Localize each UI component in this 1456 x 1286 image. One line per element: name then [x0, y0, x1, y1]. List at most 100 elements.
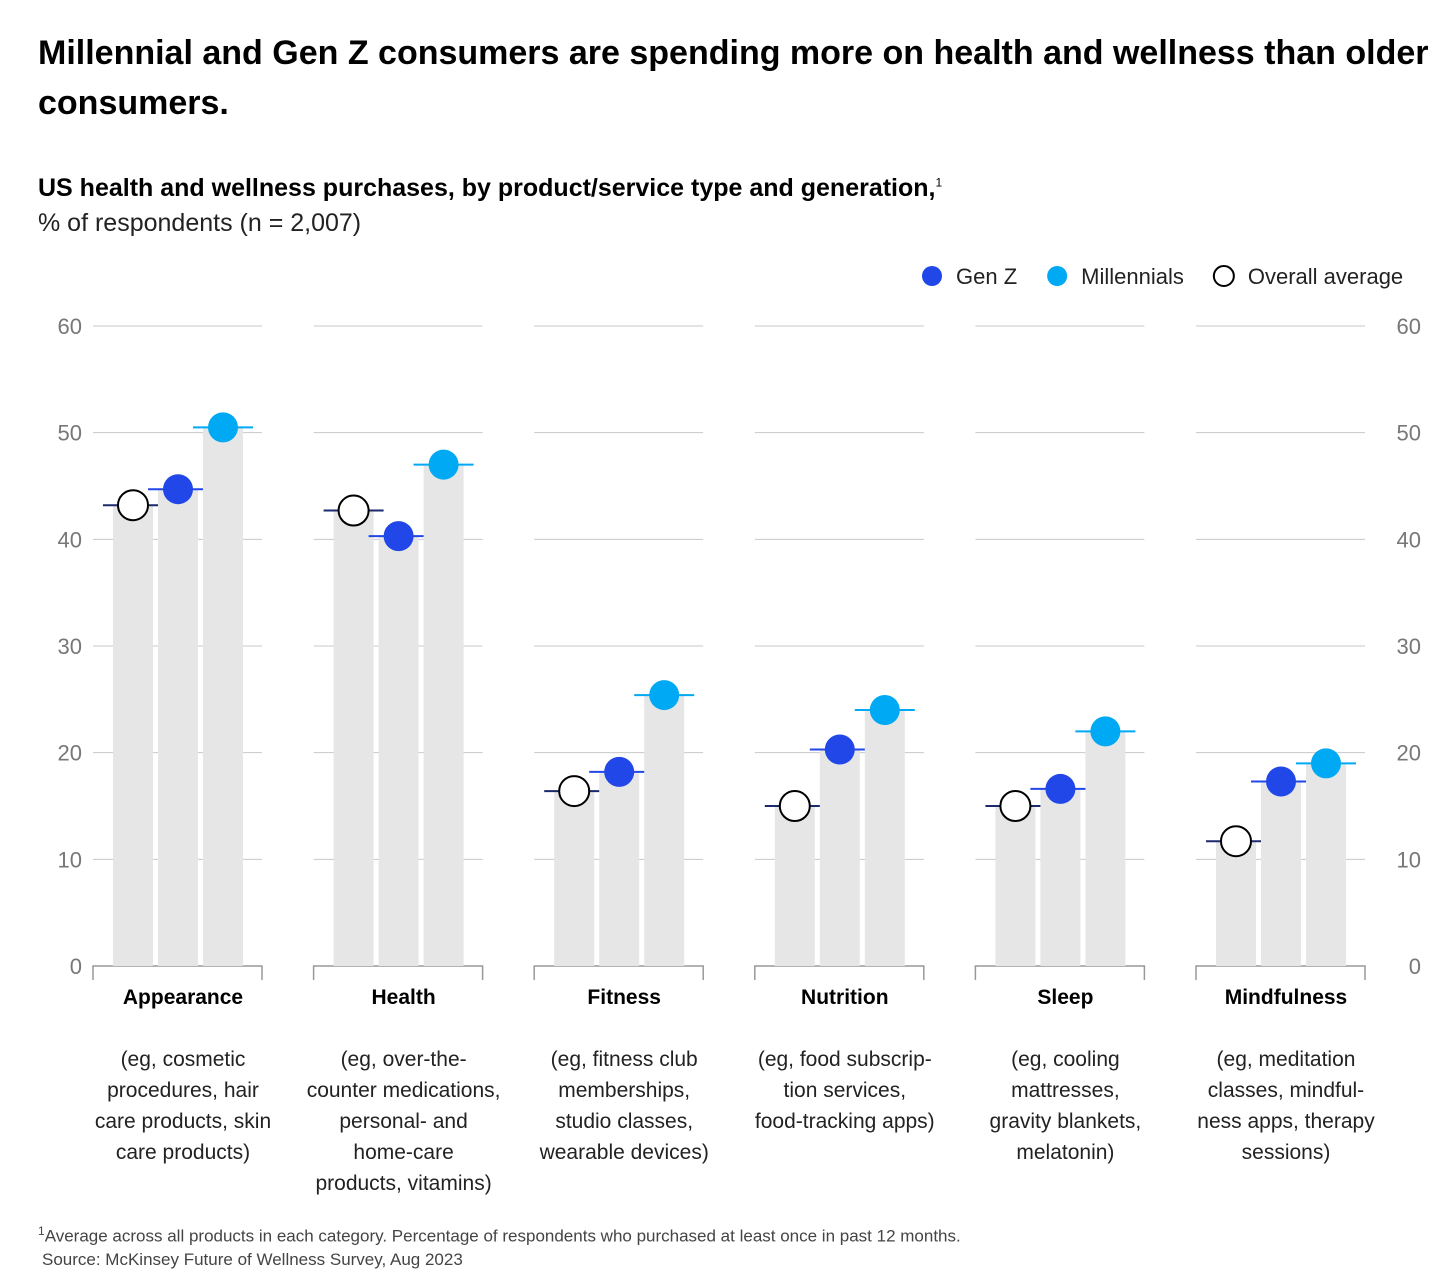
footnote-marker: 1 — [935, 175, 943, 190]
footnote: Average across all products in each cate… — [44, 1226, 961, 1246]
category-description: care products) — [116, 1141, 250, 1164]
category-label: Sleep — [1037, 986, 1093, 1009]
bar — [554, 791, 595, 966]
marker — [208, 412, 238, 443]
y-tick-label: 20 — [1397, 741, 1421, 766]
footnote-line: 1Average across all products in each cat… — [38, 1220, 961, 1248]
marker — [337, 494, 370, 527]
marker — [778, 790, 811, 822]
y-tick-label: 60 — [58, 314, 82, 339]
legend-swatch — [1212, 265, 1235, 287]
category-description: (eg, fitness club — [551, 1048, 698, 1071]
marker — [117, 489, 149, 522]
y-tick-label: 50 — [1397, 421, 1421, 446]
category-description: products, vitamins) — [315, 1172, 491, 1195]
subtitle-block: US health and wellness purchases, by pro… — [38, 174, 942, 203]
marker — [428, 449, 459, 480]
y-tick-label: 0 — [70, 954, 82, 979]
footer: 1Average across all products in each cat… — [38, 1220, 961, 1271]
category-label: Health — [372, 986, 436, 1009]
category-label: Appearance — [123, 986, 243, 1009]
chart: 0 0 10 10 20 20 30 30 40 40 50 50 60 60 Appearance (eg,… — [58, 264, 1421, 1195]
bar — [1216, 841, 1256, 966]
category-description: procedures, hair — [107, 1079, 259, 1102]
marker — [869, 695, 900, 725]
category-description: (eg, cooling — [1011, 1048, 1120, 1071]
bar — [599, 771, 640, 966]
marker — [1045, 773, 1076, 804]
bar — [1040, 788, 1081, 966]
category-description: wearable devices) — [539, 1141, 709, 1164]
bar — [644, 695, 685, 966]
subtitle: US health and wellness purchases, by pro… — [38, 174, 936, 202]
category-description: classes, mindful- — [1208, 1079, 1364, 1102]
marker — [1266, 766, 1296, 797]
category-description: personal- and — [339, 1110, 467, 1133]
category-description: (eg, food subscrip- — [758, 1048, 932, 1071]
axis-baseline — [754, 965, 925, 980]
bar — [995, 806, 1036, 966]
marker — [1311, 748, 1341, 779]
legend-label: Overall average — [1248, 264, 1403, 289]
category-label: Mindfulness — [1225, 986, 1348, 1009]
bar — [158, 489, 198, 966]
category-description: melatonin) — [1016, 1141, 1114, 1164]
marker — [649, 680, 680, 711]
category-description: tion services, — [784, 1079, 907, 1102]
marker — [1090, 716, 1121, 747]
marker — [824, 734, 855, 765]
bar — [819, 749, 860, 966]
y-tick-label: 60 — [1397, 314, 1421, 339]
bar — [378, 536, 419, 966]
bar — [203, 427, 243, 966]
legend-label: Gen Z — [956, 264, 1017, 289]
legend-swatch — [1047, 266, 1068, 286]
y-tick-label: 0 — [1409, 954, 1421, 979]
axis-baseline — [533, 965, 704, 980]
category-description: (eg, cosmetic — [121, 1048, 246, 1071]
y-tick-label: 10 — [58, 847, 82, 872]
y-tick-label: 30 — [58, 634, 82, 659]
category-description: gravity blankets, — [990, 1110, 1142, 1133]
footnote-marker: 1 — [38, 1224, 45, 1238]
marker — [558, 775, 591, 808]
y-tick-label: 40 — [1397, 527, 1421, 552]
axis-baseline — [312, 965, 484, 980]
chart-title: Millennial and Gen Z consumers are spend… — [38, 34, 1429, 122]
category-description: sessions) — [1242, 1141, 1331, 1164]
axis-baseline — [1195, 965, 1366, 980]
y-axis-label: % of respondents (n = 2,007) — [38, 209, 362, 237]
marker — [999, 790, 1032, 822]
bar — [1085, 731, 1126, 966]
bar — [113, 505, 153, 966]
category-description: counter medications, — [307, 1079, 501, 1102]
marker — [604, 756, 635, 787]
marker — [383, 521, 414, 552]
bar — [333, 510, 374, 966]
source: Source: McKinsey Future of Wellness Surv… — [42, 1249, 463, 1269]
category-description: ness apps, therapy — [1197, 1110, 1375, 1133]
legend-swatch — [922, 266, 942, 286]
bar — [1261, 781, 1301, 966]
y-tick-label: 20 — [58, 741, 82, 766]
bar — [864, 710, 905, 966]
category-description: (eg, over-the- — [341, 1048, 467, 1071]
category-description: memberships, — [558, 1079, 690, 1102]
bar — [774, 806, 815, 966]
category-label: Nutrition — [801, 986, 888, 1009]
y-tick-label: 40 — [58, 527, 82, 552]
category-description: food-tracking apps) — [755, 1110, 935, 1133]
legend-label: Millennials — [1081, 264, 1184, 289]
axis-baseline — [974, 965, 1146, 980]
y-tick-label: 30 — [1397, 634, 1421, 659]
category-description: (eg, meditation — [1217, 1048, 1356, 1071]
marker — [163, 474, 193, 505]
category-description: care products, skin — [95, 1110, 271, 1133]
bar — [423, 464, 464, 966]
y-tick-label: 10 — [1397, 847, 1421, 872]
category-description: home-care — [353, 1141, 453, 1164]
y-tick-label: 50 — [58, 421, 82, 446]
category-label: Fitness — [587, 986, 661, 1009]
category-description: studio classes, — [555, 1110, 693, 1133]
